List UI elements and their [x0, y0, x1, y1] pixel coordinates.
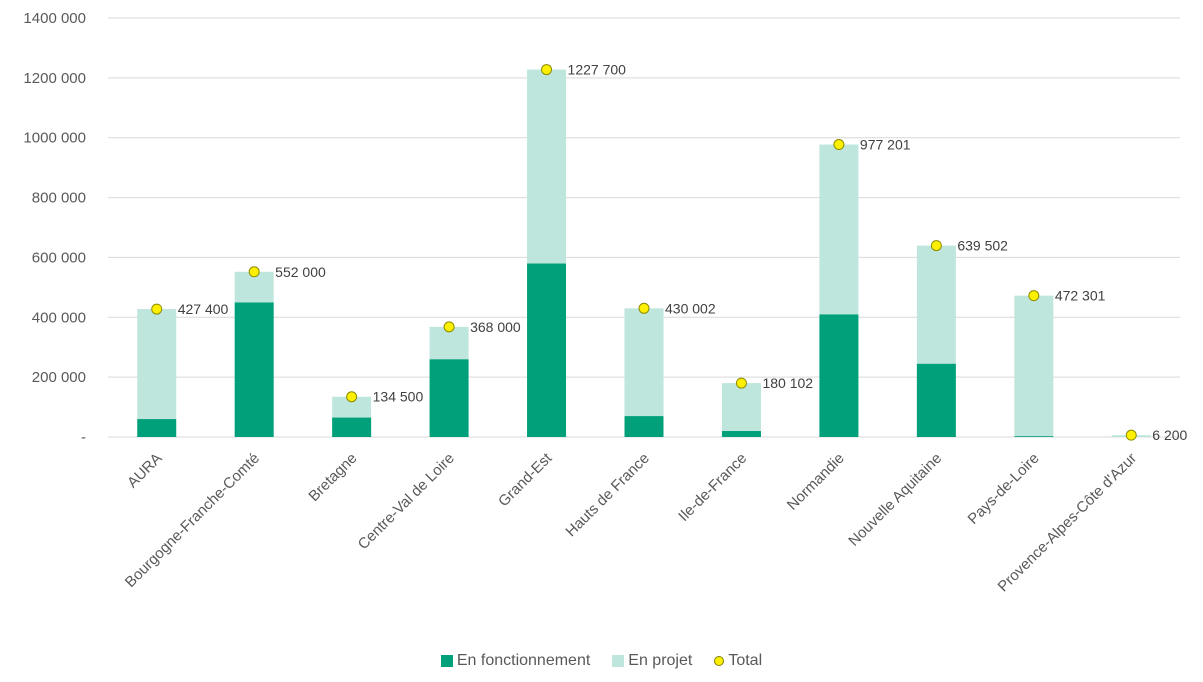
bar-en-fonctionnement [429, 359, 469, 437]
legend-label-total: Total [728, 652, 763, 669]
data-label: 427 400 [178, 301, 229, 317]
x-tick-label: AURA [124, 450, 165, 491]
bar-en-fonctionnement [234, 302, 274, 437]
bars [137, 69, 1151, 437]
y-tick-label: - [81, 429, 86, 446]
data-label: 552 000 [275, 264, 326, 280]
data-label: 6 200 [1152, 427, 1187, 443]
x-tick-label: Pays-de-Loire [965, 450, 1043, 528]
y-tick-label: 200 000 [32, 369, 86, 386]
y-tick-label: 1400 000 [23, 10, 86, 27]
data-labels: 427 400 552 000 134 500 368 000 1227 700 430 … [178, 62, 1188, 444]
total-marker [1028, 290, 1040, 302]
total-markers [151, 64, 1137, 441]
data-label: 472 301 [1055, 288, 1106, 304]
y-tick-label: 1200 000 [23, 70, 86, 87]
total-marker [443, 321, 455, 333]
bar-en-projet [527, 69, 567, 264]
bar-en-fonctionnement [527, 263, 567, 437]
legend-label-en-projet: En projet [628, 652, 693, 669]
data-label: 639 502 [957, 238, 1008, 254]
bar-en-fonctionnement [624, 416, 664, 437]
stacked-bar-chart: - 200 000 400 000 600 000 800 000 1000 000 120… [23, 10, 1188, 595]
x-tick-label: Grand-Est [495, 449, 556, 510]
bar-en-projet [137, 309, 177, 420]
data-label: 977 201 [860, 137, 911, 153]
bar-en-projet [624, 308, 664, 417]
total-marker [151, 303, 163, 315]
legend-item-en-projet[interactable]: En projet [612, 652, 692, 670]
bar-en-projet [332, 396, 372, 418]
x-tick-label: Centre-Val de Loire [355, 450, 458, 553]
legend: En fonctionnement En projet Total [0, 652, 1203, 670]
data-label: 368 000 [470, 319, 521, 335]
total-marker [833, 139, 845, 151]
bar-en-fonctionnement [332, 417, 372, 437]
legend-item-total[interactable]: Total [714, 652, 762, 670]
y-tick-label: 600 000 [32, 249, 86, 266]
x-tick-label: Normandie [784, 450, 848, 514]
bar-en-projet [819, 144, 859, 315]
bar-en-fonctionnement [916, 363, 956, 437]
y-tick-label: 800 000 [32, 190, 86, 207]
data-label: 1227 700 [568, 62, 627, 78]
bar-en-fonctionnement [137, 419, 177, 437]
legend-swatch-en-projet [612, 655, 625, 667]
total-marker [541, 64, 553, 76]
total-marker [248, 266, 260, 278]
data-label: 430 002 [665, 300, 716, 316]
bar-en-projet [721, 383, 761, 432]
legend-label-en-fonctionnement: En fonctionnement [456, 652, 591, 669]
bar-en-fonctionnement [721, 431, 761, 437]
x-tick-label: Hauts de France [562, 450, 652, 540]
x-tick-label: Bretagne [305, 450, 360, 505]
bar-en-projet [1014, 295, 1054, 437]
legend-marker-total [714, 656, 725, 666]
bar-en-fonctionnement [819, 314, 859, 437]
data-label: 180 102 [762, 375, 813, 391]
bar-en-projet [916, 245, 956, 364]
x-tick-label: Nouvelle Aquitaine [845, 450, 945, 550]
total-marker [346, 391, 358, 403]
y-tick-label: 1000 000 [23, 130, 86, 147]
total-marker [638, 302, 650, 314]
legend-item-en-fonctionnement[interactable]: En fonctionnement [440, 652, 591, 670]
x-tick-label: Ile-de-France [675, 450, 750, 525]
total-marker [1125, 429, 1137, 441]
total-marker [735, 377, 747, 389]
y-tick-label: 400 000 [32, 309, 86, 326]
total-marker [930, 240, 942, 252]
bar-en-fonctionnement [1014, 436, 1054, 437]
y-axis: - 200 000 400 000 600 000 800 000 1000 000 120… [23, 10, 86, 446]
legend-swatch-en-fonctionnement [440, 655, 453, 667]
data-label: 134 500 [373, 389, 424, 405]
